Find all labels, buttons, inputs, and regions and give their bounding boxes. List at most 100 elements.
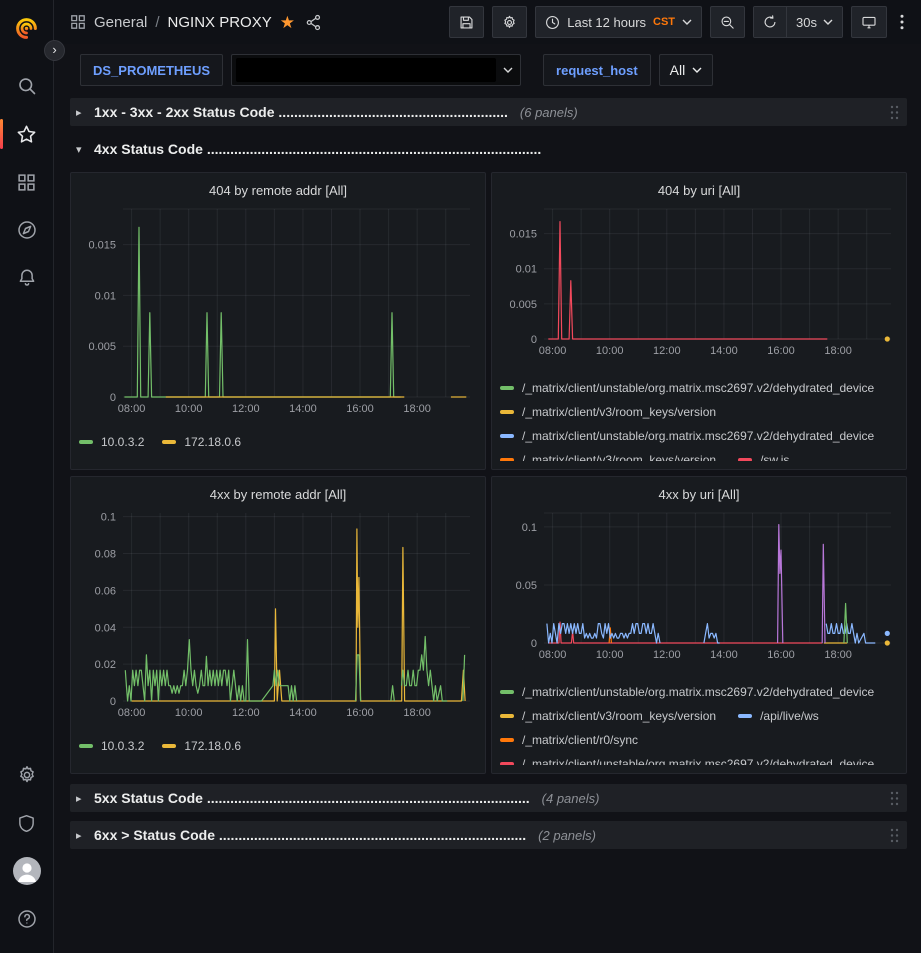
legend-label: /api/live/ws [760, 709, 819, 723]
svg-text:12:00: 12:00 [232, 403, 260, 415]
sidebar-item-starred[interactable] [0, 110, 54, 158]
chevron-down-icon [823, 19, 833, 25]
svg-text:0: 0 [531, 638, 537, 650]
legend-label: /_matrix/client/unstable/org.matrix.msc2… [522, 429, 875, 443]
datasource-variable-select[interactable] [231, 54, 522, 86]
legend-swatch [500, 458, 514, 461]
legend-item[interactable]: 172.18.0.6 [162, 435, 241, 449]
row-panel-count: (2 panels) [538, 827, 596, 843]
legend-row: /_matrix/client/v3/room_keys/version [500, 400, 898, 424]
panel-title[interactable]: 404 by remote addr [All] [208, 183, 348, 198]
row-title: 5xx Status Code ........................… [94, 790, 530, 806]
legend-item[interactable]: /api/live/ws [738, 709, 819, 723]
panel-title[interactable]: 4xx by uri [All] [658, 487, 740, 502]
legend-item[interactable]: /_matrix/client/unstable/org.matrix.msc2… [500, 757, 874, 765]
breadcrumb-dashboard-title[interactable]: NGINX PROXY [167, 13, 272, 31]
legend-row: /_matrix/client/unstable/org.matrix.msc2… [500, 424, 898, 448]
legend-item[interactable]: /sw.js [738, 453, 789, 461]
drag-handle-icon[interactable] [890, 828, 899, 843]
panel-title[interactable]: 4xx by remote addr [All] [209, 487, 347, 502]
drag-handle-icon[interactable] [890, 791, 899, 806]
legend-swatch [162, 440, 177, 444]
favorite-star-icon[interactable]: ★ [279, 12, 295, 32]
legend-row: /_matrix/client/unstable/org.matrix.msc2… [500, 752, 898, 765]
row-4xx[interactable]: ▾ 4xx Status Code ......................… [70, 135, 907, 163]
sidebar-item-dashboards[interactable] [0, 158, 54, 206]
legend-swatch [162, 744, 177, 748]
zoom-out-button[interactable] [710, 6, 746, 38]
legend-item[interactable]: /_matrix/client/v3/room_keys/version [500, 453, 716, 461]
legend-item[interactable]: 10.0.3.2 [79, 739, 144, 753]
row-6xx[interactable]: ▸ 6xx > Status Code ....................… [70, 821, 907, 849]
request-host-variable-label[interactable]: request_host [543, 54, 651, 86]
refresh-interval-select[interactable]: 30s [786, 7, 842, 37]
row-1xx-3xx-2xx[interactable]: ▸ 1xx - 3xx - 2xx Status Code ..........… [70, 98, 907, 126]
legend-item[interactable]: /_matrix/client/r0/sync [500, 733, 638, 747]
panel-title[interactable]: 404 by uri [All] [657, 183, 741, 198]
row-title: 1xx - 3xx - 2xx Status Code ............… [94, 104, 508, 120]
legend-swatch [500, 714, 514, 718]
kebab-menu-icon[interactable] [895, 6, 909, 38]
svg-text:18:00: 18:00 [403, 707, 431, 719]
svg-text:0: 0 [110, 392, 116, 404]
svg-text:12:00: 12:00 [653, 649, 681, 661]
save-dashboard-button[interactable] [449, 6, 485, 38]
legend-item[interactable]: /_matrix/client/unstable/org.matrix.msc2… [500, 685, 874, 699]
svg-text:0.005: 0.005 [88, 341, 116, 353]
legend-swatch [500, 762, 514, 765]
search-icon[interactable] [0, 62, 54, 110]
refresh-button[interactable] [754, 7, 787, 37]
help-icon[interactable] [0, 895, 54, 943]
legend-row: 10.0.3.2 172.18.0.6 [79, 736, 477, 756]
dashboard-scroll-area[interactable]: ▸ 1xx - 3xx - 2xx Status Code ..........… [54, 98, 921, 953]
time-series-plot[interactable]: 0 0.005 0.01 0.015 08:00 10:00 12:00 14:00 16:00… [500, 203, 898, 364]
legend-item[interactable]: /_matrix/client/unstable/org.matrix.msc2… [500, 381, 874, 395]
datasource-variable-label[interactable]: DS_PROMETHEUS [80, 54, 224, 86]
chevron-down-icon [682, 19, 692, 25]
legend-item[interactable]: /_matrix/client/v3/room_keys/version [500, 709, 716, 723]
chevron-right-icon: ▸ [76, 106, 82, 119]
legend-row: /_matrix/client/v3/room_keys/version/api… [500, 704, 898, 728]
grafana-logo[interactable] [0, 8, 54, 48]
drag-handle-icon[interactable] [890, 105, 899, 120]
apps-grid-icon [70, 14, 86, 30]
svg-text:0.005: 0.005 [509, 299, 537, 311]
panel-legend: /_matrix/client/unstable/org.matrix.msc2… [500, 376, 898, 461]
dashboard-settings-button[interactable] [492, 6, 528, 38]
user-avatar[interactable] [0, 847, 54, 895]
legend-item[interactable]: /_matrix/client/v3/room_keys/version [500, 405, 716, 419]
share-icon[interactable] [305, 14, 322, 31]
legend-label: /_matrix/client/unstable/org.matrix.msc2… [522, 381, 875, 395]
sidebar [0, 0, 54, 953]
request-host-variable-select[interactable]: All [658, 54, 714, 86]
time-series-plot[interactable]: 0 0.02 0.04 0.06 0.08 0.1 08:00 10:00 12:00 14:00… [79, 507, 477, 726]
request-host-value: All [669, 62, 686, 78]
cycle-view-mode-button[interactable] [851, 6, 887, 38]
legend-row: /_matrix/client/r0/sync [500, 728, 898, 752]
legend-item[interactable]: 10.0.3.2 [79, 435, 144, 449]
time-series-plot[interactable]: 0 0.05 0.1 08:00 10:00 12:00 14:00 16:00 18:00 [500, 507, 898, 668]
shield-icon[interactable] [0, 799, 54, 847]
breadcrumb-folder[interactable]: General [94, 13, 148, 31]
row-5xx[interactable]: ▸ 5xx Status Code ......................… [70, 784, 907, 812]
svg-text:16:00: 16:00 [346, 707, 374, 719]
legend-swatch [500, 738, 514, 742]
svg-text:14:00: 14:00 [289, 403, 317, 415]
chevron-right-icon: ▸ [76, 829, 82, 842]
svg-text:0.06: 0.06 [95, 585, 116, 597]
chevron-down-icon [503, 67, 513, 73]
legend-item[interactable]: 172.18.0.6 [162, 739, 241, 753]
chevron-down-icon: ▾ [76, 143, 82, 156]
legend-label: 10.0.3.2 [101, 739, 145, 753]
timezone-label: CST [653, 16, 676, 28]
svg-text:0.015: 0.015 [88, 240, 116, 252]
sidebar-expand-button[interactable]: › [44, 40, 65, 61]
sidebar-item-alerting[interactable] [0, 254, 54, 302]
gear-icon[interactable] [0, 751, 54, 799]
time-range-picker[interactable]: Last 12 hours CST [535, 6, 703, 38]
chevron-down-icon [692, 67, 702, 73]
legend-swatch [738, 458, 753, 461]
time-series-plot[interactable]: 0 0.005 0.01 0.015 08:00 10:00 12:00 14:00 16:00… [79, 203, 477, 422]
legend-item[interactable]: /_matrix/client/unstable/org.matrix.msc2… [500, 429, 874, 443]
sidebar-item-explore[interactable] [0, 206, 54, 254]
